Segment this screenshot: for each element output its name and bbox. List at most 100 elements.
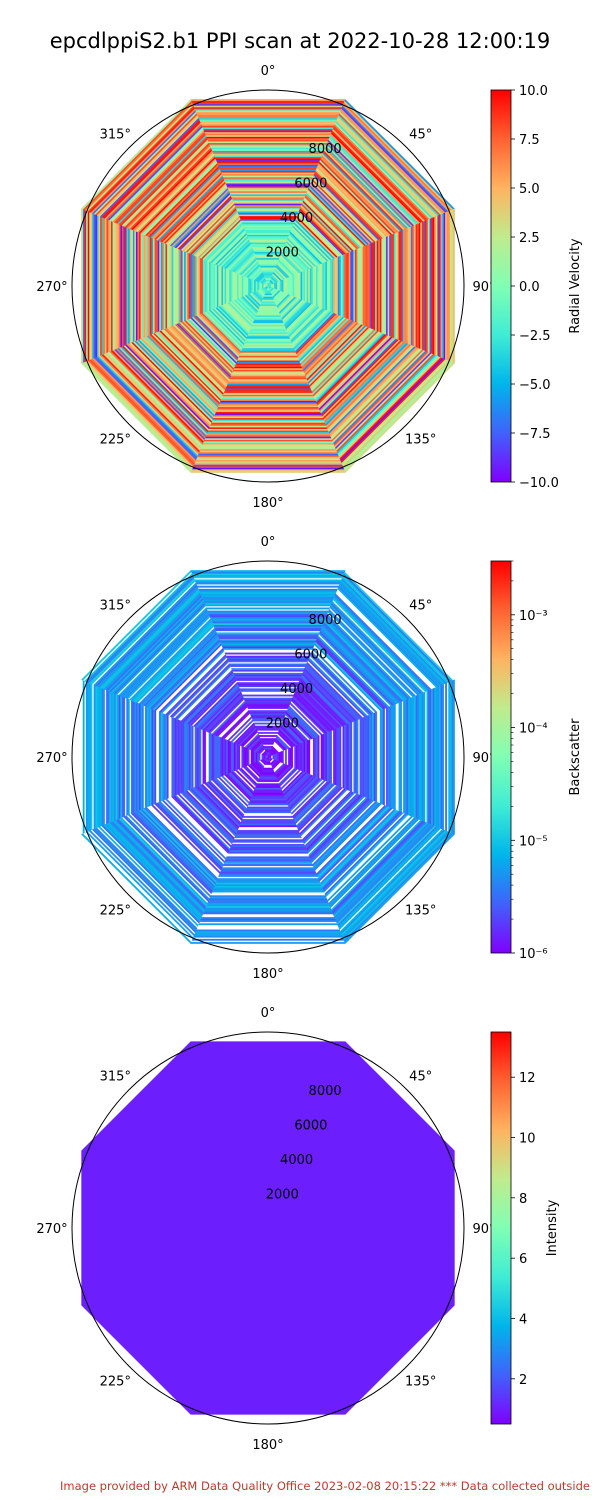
radial_velocity-gate xyxy=(260,282,262,290)
radial_velocity-gate xyxy=(262,296,274,299)
radial_velocity-gate xyxy=(244,276,247,296)
radial_velocity-gate xyxy=(254,316,282,319)
radial_velocity-gate xyxy=(172,246,175,326)
backscatter-gate xyxy=(245,808,291,811)
angle-tick-label: 0° xyxy=(261,535,276,550)
colorbar-label: Backscatter xyxy=(568,718,583,796)
backscatter-gate xyxy=(234,836,302,839)
radial_velocity-gate xyxy=(423,220,426,352)
backscatter-gate xyxy=(207,901,329,904)
backscatter-gate xyxy=(90,683,93,831)
radial_velocity-gate xyxy=(247,334,289,336)
backscatter-gate xyxy=(418,693,421,821)
backscatter-gate xyxy=(216,878,320,881)
radial_velocity-gate xyxy=(239,352,297,355)
radial-tick-label: 6000 xyxy=(294,177,327,192)
radial_velocity-gate xyxy=(248,239,288,242)
radial_velocity-gate xyxy=(281,279,284,293)
backscatter-gate xyxy=(185,722,188,792)
backscatter-gate xyxy=(96,685,99,829)
colorbar-label: Intensity xyxy=(545,1199,560,1256)
backscatter-gate xyxy=(235,833,301,835)
radial-tick-label: 4000 xyxy=(280,1153,313,1168)
radial_velocity-gate xyxy=(376,240,379,332)
radial_velocity-gate xyxy=(196,256,199,316)
backscatter-gate xyxy=(193,934,343,937)
radial_velocity-gate xyxy=(191,254,194,318)
radial_velocity-gate xyxy=(291,275,294,297)
radial_velocity-gate xyxy=(320,263,323,309)
radial_velocity-gate xyxy=(389,234,392,338)
radial_velocity-gate xyxy=(322,262,325,310)
backscatter-gate xyxy=(229,665,307,667)
radial_velocity-gate xyxy=(361,246,364,326)
backscatter-gate xyxy=(297,743,300,771)
backscatter-gate xyxy=(177,719,180,795)
backscatter-gate xyxy=(393,703,396,811)
backscatter-gate xyxy=(336,727,339,787)
backscatter-gate xyxy=(261,769,275,772)
radial_velocity-gate xyxy=(421,221,424,351)
backscatter-gate xyxy=(87,682,90,832)
radial_velocity-gate xyxy=(261,271,275,274)
backscatter-gate xyxy=(387,706,390,808)
radial-tick-label: 8000 xyxy=(309,142,342,157)
backscatter-gate xyxy=(152,709,155,805)
radial_velocity-gate xyxy=(166,243,169,329)
backscatter-gate xyxy=(221,644,315,647)
radial_velocity-gate xyxy=(277,281,280,291)
angle-tick-label: 315° xyxy=(100,598,131,613)
backscatter-gate xyxy=(209,895,327,898)
angle-tick-label: 225° xyxy=(100,904,131,919)
backscatter-gate xyxy=(236,831,300,834)
backscatter-gate xyxy=(85,681,88,833)
radial_velocity-gate xyxy=(192,103,344,106)
radial_velocity-gate xyxy=(263,274,273,277)
radial_velocity-gate xyxy=(432,216,435,356)
backscatter-gate xyxy=(99,687,102,827)
backscatter-gate xyxy=(264,749,272,751)
radial_velocity-gate xyxy=(183,250,186,322)
radial_velocity-gate xyxy=(303,270,306,302)
backscatter-gate xyxy=(231,668,305,671)
radial_velocity-gate xyxy=(300,271,303,301)
radial_velocity-gate xyxy=(110,220,113,352)
backscatter-gate xyxy=(316,736,318,778)
radial_velocity-gate xyxy=(199,449,337,452)
radial_velocity-gate xyxy=(409,226,412,346)
radial_velocity-gate xyxy=(317,264,320,308)
radial_velocity-gate xyxy=(382,237,385,335)
radial_velocity-gate xyxy=(222,394,314,397)
backscatter-gate xyxy=(174,663,231,720)
radial_velocity-gate xyxy=(288,276,290,296)
radial_velocity-gate xyxy=(234,363,302,366)
radial_velocity-gate xyxy=(211,419,325,422)
backscatter-gate xyxy=(203,909,333,912)
radial_velocity-gate xyxy=(231,372,305,375)
radial_velocity-gate xyxy=(146,235,149,337)
radial_velocity-gate xyxy=(197,256,200,316)
radial_velocity-gate xyxy=(202,441,334,444)
radial_velocity-gate xyxy=(236,272,239,300)
backscatter-gate xyxy=(233,742,236,772)
backscatter-gate xyxy=(403,700,406,814)
backscatter-gate xyxy=(234,677,302,680)
radial_velocity-gate xyxy=(130,229,133,343)
radial_velocity-gate xyxy=(214,156,322,159)
backscatter-gate xyxy=(414,695,416,819)
backscatter-gate xyxy=(248,801,288,804)
backscatter-gate xyxy=(234,675,302,678)
radial_velocity-gate xyxy=(157,240,160,332)
backscatter-gate xyxy=(348,722,351,792)
radial_velocity-gate xyxy=(247,236,289,238)
backscatter-gate xyxy=(257,780,279,783)
backscatter-gate xyxy=(398,702,401,812)
backscatter-gate xyxy=(361,717,364,797)
radial_velocity-gate xyxy=(185,251,188,321)
backscatter-gate xyxy=(274,753,276,761)
backscatter-gate xyxy=(194,726,197,788)
radial_velocity-gate xyxy=(367,243,370,329)
radial_velocity-gate xyxy=(188,252,191,320)
radial_velocity-gate xyxy=(249,240,287,243)
backscatter-gate xyxy=(194,932,342,935)
